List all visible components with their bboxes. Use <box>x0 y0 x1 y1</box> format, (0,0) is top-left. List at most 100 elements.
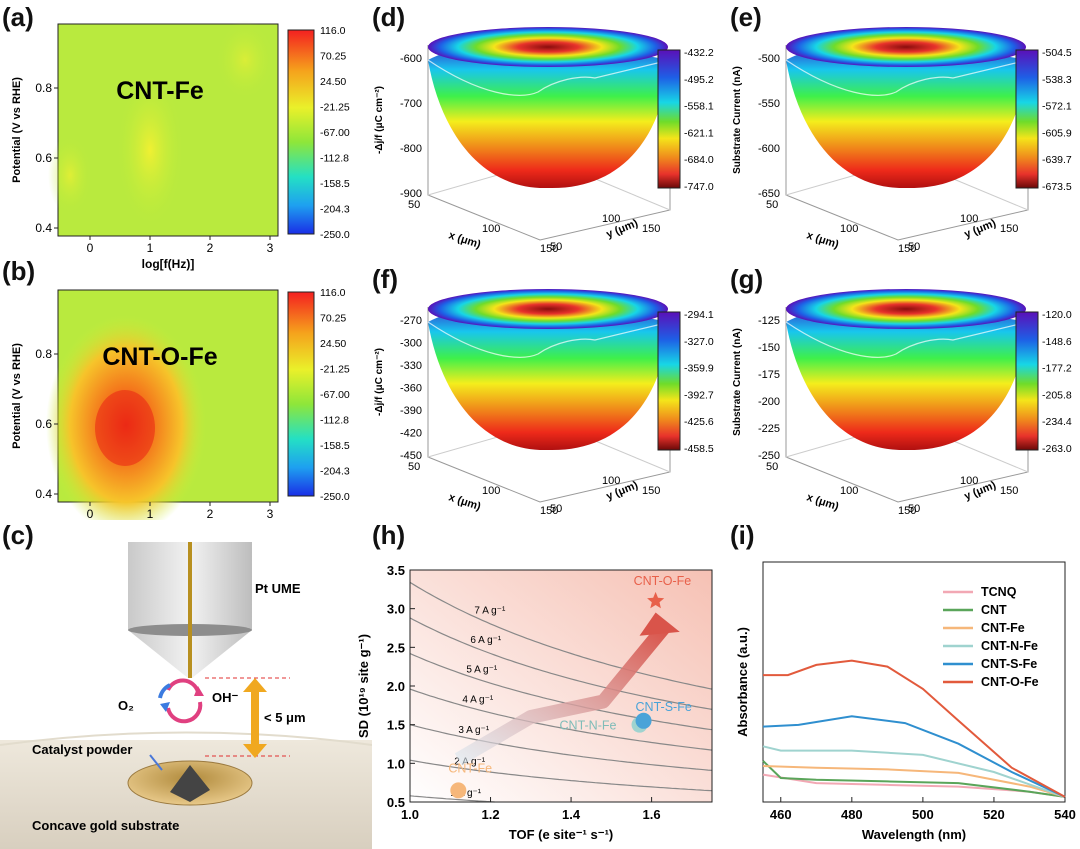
y-tick: 50 <box>908 241 920 253</box>
top-projection <box>428 289 668 329</box>
heatmap-b-ytick: 0.4 <box>35 487 52 501</box>
y-tick: 100 <box>602 213 620 225</box>
y-tick: 50 <box>550 241 562 253</box>
colorbar-tick: -458.5 <box>684 443 714 455</box>
pt-ume-label: Pt UME <box>255 581 301 596</box>
x-tick: 50 <box>766 199 778 211</box>
contour-label: 6 A g⁻¹ <box>470 635 502 646</box>
surface-plot-g: -125-150-175-200-225-250Substrate Curren… <box>732 289 1072 517</box>
heatmap-a-xtick: 2 <box>207 241 214 255</box>
pt-wire <box>188 542 192 678</box>
colorbar-tick: -327.0 <box>684 336 714 348</box>
heatmap-a-ytick: 0.4 <box>35 221 52 235</box>
x-tick: 520 <box>983 807 1005 822</box>
x-tick: 50 <box>408 199 420 211</box>
x-tick: 50 <box>766 461 778 473</box>
y-tick: 50 <box>908 503 920 515</box>
top-projection <box>786 289 1026 329</box>
top-projection <box>428 27 668 67</box>
z-tick: -270 <box>400 315 422 327</box>
colorbar-b-tick: -158.5 <box>320 440 350 452</box>
point-cnt-s-fe <box>636 713 652 729</box>
colorbar-tick: -639.7 <box>1042 154 1072 166</box>
z-tick: -360 <box>400 383 422 395</box>
legend-label: CNT-S-Fe <box>981 657 1037 671</box>
x-tick: 460 <box>770 807 792 822</box>
heatmap-b-title: CNT-O-Fe <box>102 343 217 371</box>
z-tick: -800 <box>400 143 422 155</box>
line-chart-i: 460 480 500 520 540 Wavelength (nm) Absorbance… <box>725 540 1080 849</box>
substrate-label: Concave gold substrate <box>32 818 179 833</box>
colorbar-b-tick: -67.00 <box>320 389 350 401</box>
heatmap-a-xtick: 1 <box>147 241 154 255</box>
heatmap-b-ytick: 0.6 <box>35 417 52 431</box>
colorbar-tick: -495.2 <box>684 74 714 86</box>
colorbar-tick: -605.9 <box>1042 127 1072 139</box>
y-tick: 3.0 <box>387 602 405 617</box>
heatmap-b-xtick: 3 <box>267 507 274 520</box>
colorbar-tick: -538.3 <box>1042 74 1072 86</box>
x-tick: 500 <box>912 807 934 822</box>
x-label: x (μm) <box>447 229 482 251</box>
z-tick: -600 <box>400 53 422 65</box>
heatmap-a-ylabel: Potential (V vs RHE) <box>11 77 23 183</box>
heatmap-panels: CNT-Fe 0 1 2 3 0.4 0.6 0.8 log[f(Hz)] Potential (… <box>0 0 372 520</box>
redox-cycle-icon <box>160 680 204 721</box>
contour-label: 7 A g⁻¹ <box>474 606 506 617</box>
heatmap-b-xtick: 2 <box>207 507 214 520</box>
colorbar-tick: -432.2 <box>684 47 714 59</box>
heatmap-a-xlabel: log[f(Hz)] <box>142 257 195 271</box>
x-label: x (μm) <box>805 491 840 513</box>
surface-plot-e: -500-550-600-650Substrate Current (nA)50… <box>732 27 1072 255</box>
x-tick: 50 <box>408 461 420 473</box>
x-tick: 100 <box>482 223 500 235</box>
z-label: -Δj/f (μC cm⁻²) <box>374 86 385 154</box>
z-tick: -330 <box>400 360 422 372</box>
point-label: CNT-O-Fe <box>634 574 692 588</box>
y-tick: 2.5 <box>387 640 405 655</box>
x-tick: 480 <box>841 807 863 822</box>
colorbar-tick: -572.1 <box>1042 101 1072 113</box>
z-tick: -500 <box>758 53 780 65</box>
x-label: TOF (e site⁻¹ s⁻¹) <box>509 827 614 842</box>
colorbar-b-tick: -204.3 <box>320 466 350 478</box>
colorbar-b <box>288 292 314 496</box>
colorbar-tick: -747.0 <box>684 181 714 193</box>
heatmap-a-ytick: 0.8 <box>35 81 52 95</box>
heatmap-a <box>48 20 278 236</box>
x-tick: 1.4 <box>562 807 581 822</box>
colorbar-a <box>288 30 314 234</box>
surface-plot-d: -600-700-800-900-Δj/f (μC cm⁻²)501001505… <box>374 27 714 255</box>
legend-label: CNT-O-Fe <box>981 675 1039 689</box>
y-label: SD (10¹⁹ site g⁻¹) <box>356 634 371 738</box>
colorbar-tick: -177.2 <box>1042 363 1072 375</box>
contour-label: 4 A g⁻¹ <box>462 694 494 705</box>
y-tick: 3.5 <box>387 563 405 578</box>
colorbar-b-tick: -112.8 <box>320 415 349 427</box>
colorbar-b-tick: -250.0 <box>320 491 350 503</box>
x-label: x (μm) <box>447 491 482 513</box>
colorbar-tick: -425.6 <box>684 416 714 428</box>
colorbar-tick: -263.0 <box>1042 443 1072 455</box>
colorbar-tick: -205.8 <box>1042 389 1072 401</box>
catalyst-label: Catalyst powder <box>32 742 132 757</box>
x-tick: 100 <box>840 223 858 235</box>
colorbar-b-tick: 24.50 <box>320 338 346 350</box>
surface-colorbar <box>658 50 680 188</box>
heatmap-a-xtick: 0 <box>87 241 94 255</box>
heatmap-a-ytick: 0.6 <box>35 151 52 165</box>
colorbar-tick: -234.4 <box>1042 416 1072 428</box>
z-label: Substrate Current (nA) <box>732 328 743 436</box>
colorbar-tick: -621.1 <box>684 127 714 139</box>
heatmap-a-xtick: 3 <box>267 241 274 255</box>
colorbar-b-tick: 70.25 <box>320 313 346 325</box>
z-tick: -550 <box>758 98 780 110</box>
x-tick: 540 <box>1054 807 1076 822</box>
colorbar-tick: -504.5 <box>1042 47 1072 59</box>
point-label: CNT-N-Fe <box>560 719 617 733</box>
oh-label: OH⁻ <box>212 690 239 705</box>
colorbar-a-tick: -67.00 <box>320 127 350 139</box>
colorbar-a-tick: -204.3 <box>320 204 350 216</box>
y-tick: 50 <box>550 503 562 515</box>
colorbar-tick: -120.0 <box>1042 309 1072 321</box>
